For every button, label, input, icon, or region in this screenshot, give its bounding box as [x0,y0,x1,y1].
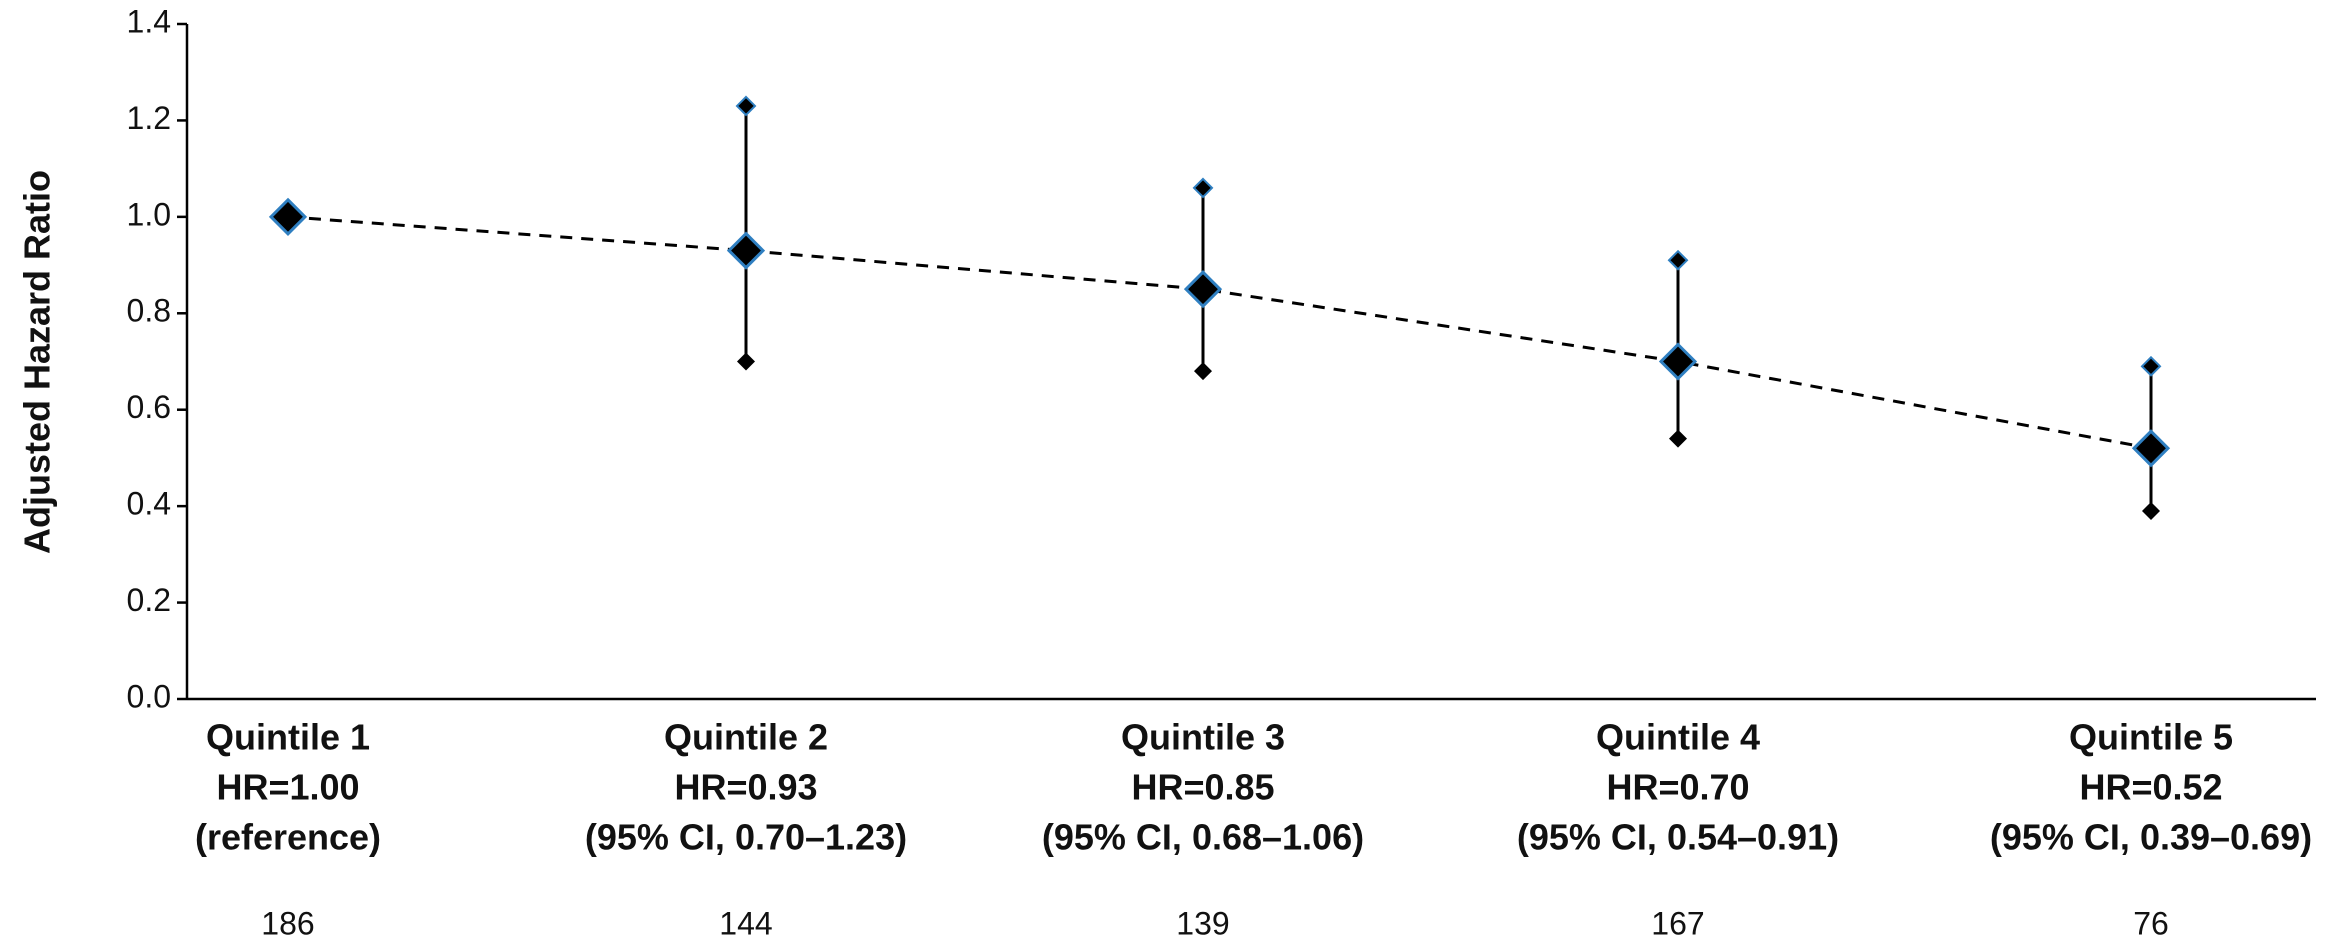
ci-lower-cap [2142,501,2160,520]
x-tick-label: HR=1.00 [216,767,359,808]
ci-upper-cap [2140,355,2162,377]
x-tick-label: Quintile 2 [664,717,828,758]
point [268,197,308,236]
point [1658,342,1698,381]
ci-upper-cap [1667,249,1689,271]
ci-lower-cap [1669,429,1687,448]
x-tick-label: Quintile 3 [1121,717,1285,758]
x-tick-label: Quintile 1 [206,717,370,758]
x-tick-label: (reference) [195,817,381,858]
y-tick-label: 0.6 [127,389,171,425]
y-tick-label: 1.4 [127,3,171,39]
x-tick-label: Quintile 5 [2069,717,2233,758]
x-tick-label: (95% CI, 0.68–1.06) [1042,817,1364,858]
point [726,231,766,270]
count-label: 186 [261,905,314,941]
ci-lower-cap [1194,362,1212,381]
count-label: 167 [1651,905,1704,941]
y-tick-label: 0.2 [127,582,171,618]
point [2131,429,2171,468]
count-label: 144 [719,905,772,941]
y-tick-label: 0.4 [127,486,171,522]
x-tick-label: HR=0.93 [674,767,817,808]
ci-upper-cap [1192,177,1214,199]
x-tick-label: HR=0.85 [1131,767,1274,808]
point [1183,270,1223,309]
ci-upper-cap [735,95,757,117]
count-label: 139 [1176,905,1229,941]
trend-line [287,215,2152,450]
y-tick-label: 0.0 [127,678,171,714]
x-tick-label: HR=0.52 [2079,767,2222,808]
x-tick-label: (95% CI, 0.70–1.23) [585,817,907,858]
ci-lower-cap [737,352,755,371]
y-axis-title: Adjusted Hazard Ratio [17,170,58,554]
x-tick-label: (95% CI, 0.54–0.91) [1517,817,1839,858]
y-tick-label: 1.0 [127,196,171,232]
x-tick-label: Quintile 4 [1596,717,1760,758]
y-tick-label: 0.8 [127,293,171,329]
count-label: 76 [2133,905,2169,941]
x-tick-label: (95% CI, 0.39–0.69) [1990,817,2312,858]
x-tick-label: HR=0.70 [1606,767,1749,808]
y-tick-label: 1.2 [127,100,171,136]
